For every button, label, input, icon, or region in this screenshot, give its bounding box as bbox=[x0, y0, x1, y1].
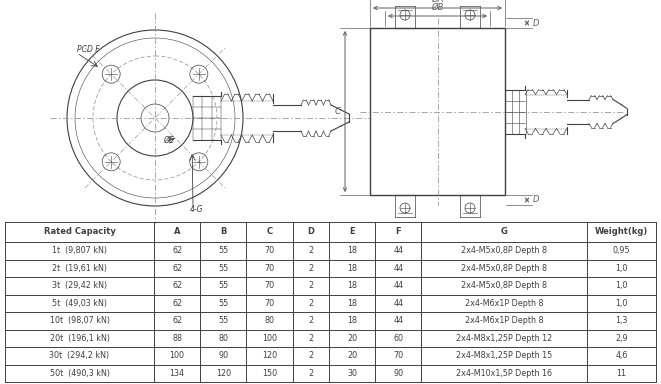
Text: 62: 62 bbox=[172, 264, 182, 273]
Text: 100: 100 bbox=[262, 334, 277, 343]
Text: D: D bbox=[533, 18, 539, 28]
Text: 1t  (9,807 kN): 1t (9,807 kN) bbox=[52, 246, 107, 255]
Text: 88: 88 bbox=[172, 334, 182, 343]
Text: 44: 44 bbox=[393, 264, 403, 273]
Text: 2x4-M8x1,25P Depth 12: 2x4-M8x1,25P Depth 12 bbox=[456, 334, 552, 343]
Text: 4,6: 4,6 bbox=[615, 351, 627, 360]
Text: 1,0: 1,0 bbox=[615, 264, 627, 273]
Text: 5t  (49,03 kN): 5t (49,03 kN) bbox=[52, 299, 107, 308]
Text: 44: 44 bbox=[393, 316, 403, 325]
Text: 2: 2 bbox=[308, 299, 313, 308]
Text: 2x4-M6x1P Depth 8: 2x4-M6x1P Depth 8 bbox=[465, 299, 543, 308]
Text: 20: 20 bbox=[347, 334, 357, 343]
Text: 2: 2 bbox=[308, 246, 313, 255]
Text: 55: 55 bbox=[218, 281, 229, 290]
Text: 2x4-M5x0,8P Depth 8: 2x4-M5x0,8P Depth 8 bbox=[461, 281, 547, 290]
Text: 2x4-M8x1,25P Depth 15: 2x4-M8x1,25P Depth 15 bbox=[456, 351, 552, 360]
Text: D: D bbox=[307, 227, 314, 237]
Text: 70: 70 bbox=[264, 264, 274, 273]
Text: Weight(kg): Weight(kg) bbox=[595, 227, 648, 237]
Text: 20: 20 bbox=[347, 351, 357, 360]
Text: 55: 55 bbox=[218, 246, 229, 255]
Text: 120: 120 bbox=[262, 351, 277, 360]
Text: 2: 2 bbox=[308, 369, 313, 378]
Text: 2x4-M5x0,8P Depth 8: 2x4-M5x0,8P Depth 8 bbox=[461, 264, 547, 273]
Text: F: F bbox=[395, 227, 401, 237]
Text: 44: 44 bbox=[393, 246, 403, 255]
Text: 2t  (19,61 kN): 2t (19,61 kN) bbox=[52, 264, 107, 273]
Text: 60: 60 bbox=[393, 334, 403, 343]
Text: 2: 2 bbox=[308, 334, 313, 343]
Text: 1,0: 1,0 bbox=[615, 299, 627, 308]
Text: C: C bbox=[266, 227, 272, 237]
Text: 80: 80 bbox=[264, 316, 274, 325]
Text: D: D bbox=[533, 195, 539, 205]
Text: 1,3: 1,3 bbox=[615, 316, 627, 325]
Text: 2x4-M6x1P Depth 8: 2x4-M6x1P Depth 8 bbox=[465, 316, 543, 325]
Text: 150: 150 bbox=[262, 369, 277, 378]
Text: ØB: ØB bbox=[432, 3, 444, 12]
Text: 55: 55 bbox=[218, 299, 229, 308]
Text: ØA: ØA bbox=[432, 0, 444, 4]
Text: PCD F: PCD F bbox=[77, 45, 100, 55]
Text: 30: 30 bbox=[347, 369, 357, 378]
Text: G: G bbox=[500, 227, 508, 237]
Text: E: E bbox=[349, 227, 355, 237]
Text: 2x4-M5x0,8P Depth 8: 2x4-M5x0,8P Depth 8 bbox=[461, 246, 547, 255]
Text: 134: 134 bbox=[170, 369, 184, 378]
Text: 70: 70 bbox=[264, 281, 274, 290]
Text: 18: 18 bbox=[347, 246, 357, 255]
Text: 18: 18 bbox=[347, 281, 357, 290]
Text: B: B bbox=[220, 227, 227, 237]
Text: 1,0: 1,0 bbox=[615, 281, 627, 290]
Text: 62: 62 bbox=[172, 316, 182, 325]
Text: 2x4-M10x1,5P Depth 16: 2x4-M10x1,5P Depth 16 bbox=[456, 369, 552, 378]
Text: 2: 2 bbox=[308, 281, 313, 290]
Text: 18: 18 bbox=[347, 264, 357, 273]
Text: 90: 90 bbox=[393, 369, 403, 378]
Text: 120: 120 bbox=[215, 369, 231, 378]
Text: 62: 62 bbox=[172, 299, 182, 308]
Text: 90: 90 bbox=[218, 351, 228, 360]
Text: 55: 55 bbox=[218, 316, 229, 325]
Text: 2: 2 bbox=[308, 264, 313, 273]
Text: 62: 62 bbox=[172, 246, 182, 255]
Text: 4-G: 4-G bbox=[190, 205, 204, 215]
Text: 50t  (490,3 kN): 50t (490,3 kN) bbox=[50, 369, 110, 378]
Text: 3t  (29,42 kN): 3t (29,42 kN) bbox=[52, 281, 107, 290]
Text: 70: 70 bbox=[264, 246, 274, 255]
Text: 2: 2 bbox=[308, 316, 313, 325]
Text: 18: 18 bbox=[347, 299, 357, 308]
Text: 2,9: 2,9 bbox=[615, 334, 628, 343]
Text: 2: 2 bbox=[308, 351, 313, 360]
Text: 20t  (196,1 kN): 20t (196,1 kN) bbox=[50, 334, 110, 343]
Text: 62: 62 bbox=[172, 281, 182, 290]
Text: 70: 70 bbox=[393, 351, 403, 360]
Text: 80: 80 bbox=[218, 334, 228, 343]
Text: 11: 11 bbox=[617, 369, 627, 378]
Text: ØE: ØE bbox=[163, 136, 174, 144]
Text: 0,95: 0,95 bbox=[613, 246, 630, 255]
Text: 70: 70 bbox=[264, 299, 274, 308]
Text: 30t  (294,2 kN): 30t (294,2 kN) bbox=[50, 351, 110, 360]
Text: 44: 44 bbox=[393, 299, 403, 308]
Text: 18: 18 bbox=[347, 316, 357, 325]
Text: 55: 55 bbox=[218, 264, 229, 273]
Text: 44: 44 bbox=[393, 281, 403, 290]
Text: 10t  (98,07 kN): 10t (98,07 kN) bbox=[50, 316, 110, 325]
Text: Rated Capacity: Rated Capacity bbox=[44, 227, 116, 237]
Text: A: A bbox=[174, 227, 180, 237]
Text: 100: 100 bbox=[170, 351, 184, 360]
Text: C: C bbox=[335, 107, 341, 116]
